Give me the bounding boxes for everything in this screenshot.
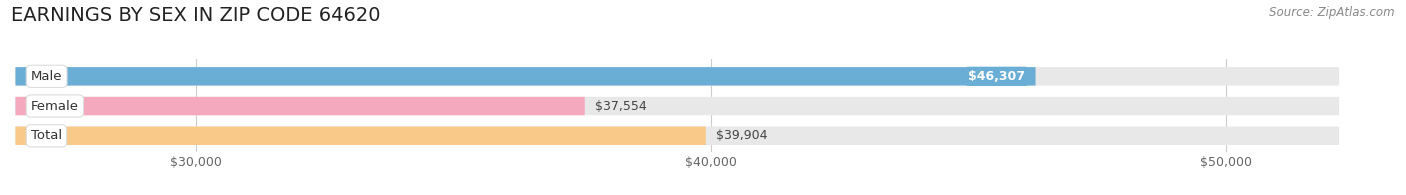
FancyBboxPatch shape bbox=[15, 127, 1339, 145]
Text: Source: ZipAtlas.com: Source: ZipAtlas.com bbox=[1270, 6, 1395, 19]
FancyBboxPatch shape bbox=[15, 97, 1339, 115]
FancyBboxPatch shape bbox=[15, 67, 1036, 86]
Text: $37,554: $37,554 bbox=[595, 99, 647, 113]
FancyBboxPatch shape bbox=[15, 97, 585, 115]
Text: EARNINGS BY SEX IN ZIP CODE 64620: EARNINGS BY SEX IN ZIP CODE 64620 bbox=[11, 6, 381, 25]
Text: $46,307: $46,307 bbox=[969, 70, 1025, 83]
Text: $39,904: $39,904 bbox=[716, 129, 768, 142]
FancyBboxPatch shape bbox=[15, 127, 706, 145]
Text: Total: Total bbox=[31, 129, 62, 142]
FancyBboxPatch shape bbox=[15, 67, 1339, 86]
Text: Male: Male bbox=[31, 70, 62, 83]
Text: Female: Female bbox=[31, 99, 79, 113]
